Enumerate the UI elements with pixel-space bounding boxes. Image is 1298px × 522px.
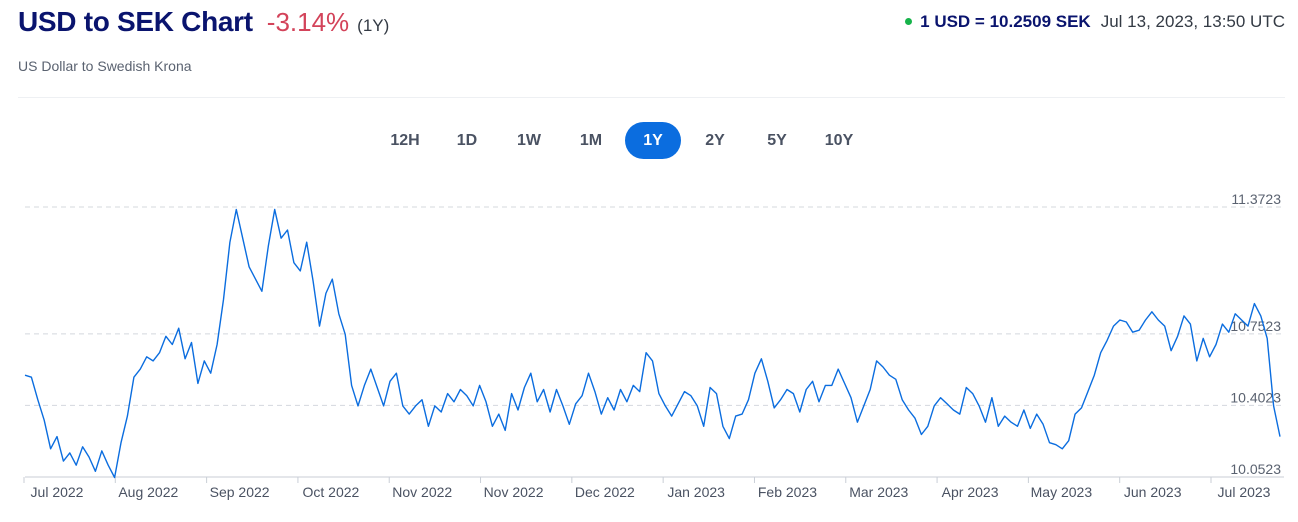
x-tick-label: Jul 2023 xyxy=(1218,484,1271,500)
percent-change: -3.14% xyxy=(266,7,350,37)
x-tick-label: Jan 2023 xyxy=(667,484,725,500)
x-tick-label: Jun 2023 xyxy=(1124,484,1182,500)
x-axis: Jul 2022 Aug 2022 Sep 2022 Oct 2022 Nov 2022… xyxy=(23,477,1271,500)
live-rate: 1 USD = 10.2509 SEK Jul 13, 2023, 13:50 … xyxy=(905,12,1285,32)
live-status-dot-icon xyxy=(905,18,913,25)
tab-1w[interactable]: 1W xyxy=(517,132,541,149)
y-axis: 11.3723 10.7523 10.4023 10.0523 xyxy=(1230,191,1281,477)
y-tick-label: 10.4023 xyxy=(1230,389,1281,405)
y-tick-label: 10.0523 xyxy=(1230,461,1281,477)
page-title: USD to SEK Chart xyxy=(18,6,253,37)
x-tick-label: Mar 2023 xyxy=(849,484,908,500)
x-tick-label: May 2023 xyxy=(1031,484,1093,500)
tab-5y[interactable]: 5Y xyxy=(767,132,787,149)
y-tick-label: 11.3723 xyxy=(1231,191,1281,207)
x-tick-label: Aug 2022 xyxy=(118,484,178,500)
x-tick-label: Dec 2022 xyxy=(575,484,635,500)
tab-1d[interactable]: 1D xyxy=(456,132,478,149)
period-tabs: 12H 1D 1W 1M 1Y 2Y 5Y 10Y xyxy=(0,122,1298,159)
tab-2y[interactable]: 2Y xyxy=(705,132,725,149)
header-divider xyxy=(18,97,1285,98)
x-tick-label: Sep 2022 xyxy=(210,484,270,500)
rate-timestamp: Jul 13, 2023, 13:50 UTC xyxy=(1100,12,1285,31)
period-tab-list: 12H 1D 1W 1M 1Y 2Y 5Y 10Y xyxy=(377,122,867,159)
chart-grid xyxy=(25,206,1284,478)
rate-value: 1 USD = 10.2509 SEK xyxy=(920,12,1091,31)
tab-1m[interactable]: 1M xyxy=(579,132,603,149)
tab-1y[interactable]: 1Y xyxy=(625,122,681,159)
tab-12h[interactable]: 12H xyxy=(390,132,420,149)
chart-header: USD to SEK Chart -3.14% (1Y) xyxy=(18,6,389,38)
x-tick-label: Apr 2023 xyxy=(942,484,999,500)
page-subtitle: US Dollar to Swedish Krona xyxy=(18,58,192,74)
x-tick-label: Feb 2023 xyxy=(758,484,817,500)
x-tick-label: Nov 2022 xyxy=(484,484,544,500)
tab-10y[interactable]: 10Y xyxy=(824,132,854,149)
period-label: (1Y) xyxy=(357,16,390,35)
x-tick-label: Nov 2022 xyxy=(392,484,452,500)
x-tick-label: Jul 2022 xyxy=(31,484,84,500)
x-tick-label: Oct 2022 xyxy=(303,484,360,500)
series-line-usd-sek xyxy=(24,208,1281,479)
y-tick-label: 10.7523 xyxy=(1230,318,1281,334)
